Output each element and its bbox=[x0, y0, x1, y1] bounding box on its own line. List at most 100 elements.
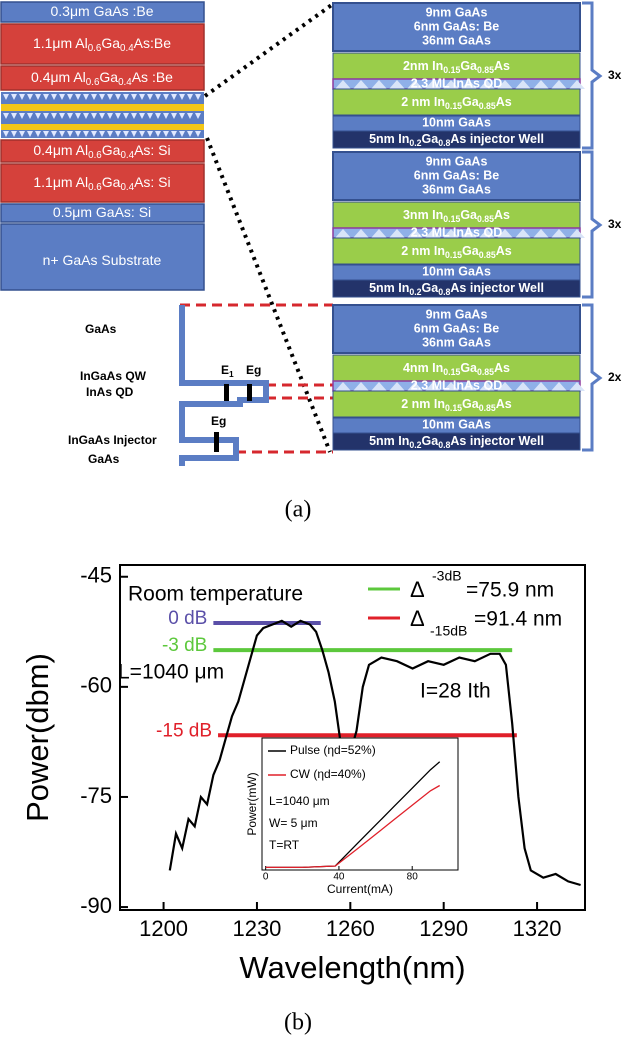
layer-label: 1.1μm Al0.6Ga0.4As:Be bbox=[33, 35, 171, 54]
bracket bbox=[582, 1, 603, 150]
layer bbox=[0, 139, 205, 163]
layer bbox=[332, 201, 581, 229]
qd-row bbox=[3, 113, 201, 119]
reference-label: 0 dB bbox=[168, 608, 207, 629]
repeat-label: 2x bbox=[608, 370, 622, 384]
layer-label: 36nm GaAs bbox=[422, 335, 491, 349]
layer-label: 5nm In0.2Ga0.8As injector Well bbox=[369, 132, 544, 148]
series-line bbox=[265, 784, 441, 869]
annotation: L=1040 μm bbox=[118, 661, 224, 684]
layer-label: 10nm GaAs bbox=[422, 264, 491, 278]
x-tick-label: 80 bbox=[407, 872, 419, 883]
reference-label: -15 dB bbox=[156, 720, 212, 741]
layer-label: 2nm In0.15Ga0.85As bbox=[403, 59, 510, 75]
y-tick-label: -90 bbox=[80, 893, 112, 918]
x-tick-label: 40 bbox=[333, 872, 345, 883]
y-axis-label: Power(dbm) bbox=[20, 653, 55, 822]
layer-label: 0.5μm GaAs: Si bbox=[53, 204, 151, 220]
legend-symbol: Δ bbox=[410, 577, 425, 602]
band-label: InAs QD bbox=[86, 385, 134, 399]
layer-label: 3nm In0.15Ga0.85As bbox=[403, 208, 510, 224]
layer-label: 2 nm In0.15Ga0.85As bbox=[401, 95, 512, 111]
x-tick-label: 1230 bbox=[232, 916, 281, 941]
layer bbox=[0, 203, 205, 223]
layer-label: 36nm GaAs bbox=[422, 182, 491, 196]
layer bbox=[332, 88, 581, 116]
legend-label: Pulse (ηd=52%) bbox=[290, 743, 376, 757]
layer bbox=[0, 65, 205, 91]
layer bbox=[332, 304, 581, 354]
x-tick-label: 0 bbox=[263, 872, 269, 883]
bracket bbox=[582, 303, 603, 452]
layer-label: 9nm GaAs bbox=[426, 5, 488, 19]
qd-band bbox=[1, 104, 204, 111]
level-label: E1 bbox=[221, 363, 234, 379]
layer-label: 2.3 ML InAs QD bbox=[411, 225, 502, 239]
level-label: Eg bbox=[211, 414, 226, 428]
layer-label: 10nm GaAs bbox=[422, 115, 491, 129]
qd-row bbox=[3, 131, 201, 137]
layer-label: 5nm In0.2Ga0.8As injector Well bbox=[369, 281, 544, 297]
x-axis-label: Current(mA) bbox=[327, 882, 393, 896]
layer bbox=[332, 151, 581, 201]
band-profile bbox=[179, 305, 269, 466]
band-label: InGaAs QW bbox=[80, 369, 147, 383]
x-tick-label: 1200 bbox=[139, 916, 188, 941]
layer-label: 9nm GaAs bbox=[426, 154, 488, 168]
layer-label: 0.3μm GaAs :Be bbox=[51, 3, 154, 19]
layer-label: n+ GaAs Substrate bbox=[43, 252, 162, 268]
plot-frame bbox=[261, 737, 459, 871]
layer bbox=[332, 390, 581, 418]
annotation: I=28 Ith bbox=[420, 680, 491, 703]
caption: (b) bbox=[284, 1010, 312, 1036]
legend-label: CW (ηd=40%) bbox=[290, 767, 366, 781]
y-axis-label: Power(mW) bbox=[245, 772, 259, 835]
qd-row bbox=[335, 80, 585, 89]
layer bbox=[332, 432, 581, 451]
layer bbox=[0, 163, 205, 203]
layer bbox=[332, 130, 581, 149]
level-bars bbox=[214, 384, 252, 452]
layer-label: 1.1μm Al0.6Ga0.4As: Si bbox=[33, 174, 170, 193]
level-label: Eg bbox=[246, 363, 261, 377]
layer bbox=[0, 1, 205, 23]
annotation: L=1040 μm bbox=[269, 794, 330, 808]
band-label: GaAs bbox=[85, 322, 117, 336]
annotation: T=RT bbox=[269, 838, 300, 852]
panel-a: GaAs InGaAs QW InAs QD InGaAs Injector G… bbox=[0, 1, 622, 523]
x-tick-label: 1320 bbox=[513, 916, 562, 941]
zoom-line bbox=[203, 2, 335, 98]
annotation: W= 5 μm bbox=[269, 816, 318, 830]
legend-qualifier: -3dB bbox=[432, 568, 462, 584]
bracket bbox=[582, 150, 603, 299]
legend-text: =91.4 nm bbox=[474, 608, 562, 631]
layer-label: 6nm GaAs: Be bbox=[414, 19, 499, 33]
y-tick-label: -60 bbox=[80, 673, 112, 698]
band-dashes bbox=[180, 303, 333, 454]
y-tick-label: -75 bbox=[80, 783, 112, 808]
layer-label: 0.4μm Al0.6Ga0.4As :Be bbox=[31, 69, 173, 88]
layer-label: 2 nm In0.15Ga0.85As bbox=[401, 397, 512, 413]
caption: (a) bbox=[285, 497, 312, 523]
layer-label: 10nm GaAs bbox=[422, 417, 491, 431]
repeat-label: 3x bbox=[608, 68, 622, 82]
x-axis-label: Wavelength(nm) bbox=[239, 950, 465, 985]
legend-text: =75.9 nm bbox=[466, 579, 554, 602]
spectrum bbox=[168, 619, 581, 887]
layer bbox=[332, 237, 581, 265]
layer-label: 36nm GaAs bbox=[422, 33, 491, 47]
band-label: GaAs bbox=[88, 452, 120, 466]
qd-row bbox=[335, 229, 585, 238]
band-label: InGaAs Injector bbox=[68, 433, 157, 447]
y-tick-label: -45 bbox=[80, 563, 112, 588]
qd-row bbox=[335, 382, 585, 391]
qd-row bbox=[3, 94, 201, 100]
legend-qualifier: -15dB bbox=[430, 623, 467, 639]
layer-label: 4nm In0.15Ga0.85As bbox=[403, 361, 510, 377]
layer-label: 6nm GaAs: Be bbox=[414, 321, 499, 335]
layer bbox=[332, 354, 581, 382]
layer bbox=[332, 52, 581, 80]
layer-label: 2.3 ML InAs QD bbox=[411, 378, 502, 392]
layer-label: 2 nm In0.15Ga0.85As bbox=[401, 244, 512, 260]
